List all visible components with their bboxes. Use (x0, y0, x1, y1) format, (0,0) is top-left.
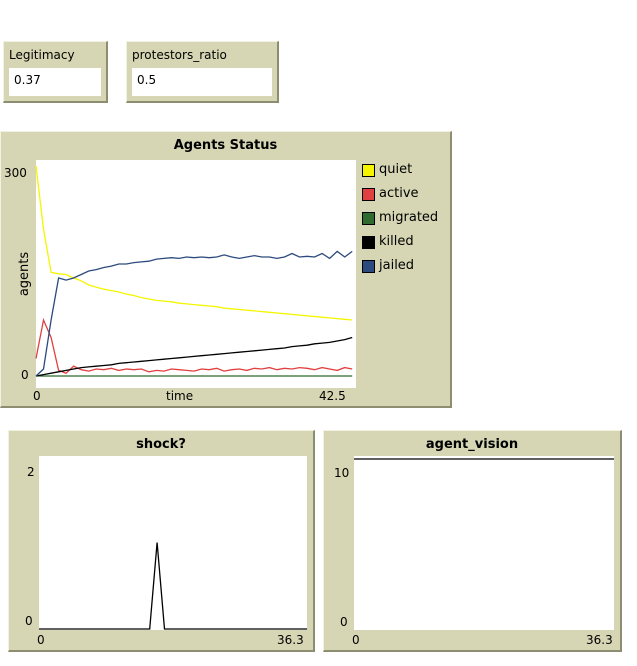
legend-label-killed: killed (379, 234, 414, 249)
agent-vision-y-min: 0 (340, 615, 348, 629)
agents-status-plot: Agents Status 300 0 0 42.5 time agents q… (0, 131, 452, 408)
agents-status-y-max: 300 (4, 166, 27, 180)
legend-label-jailed: jailed (379, 258, 415, 273)
shock-x-max: 36.3 (277, 633, 304, 647)
agents-status-x-max: 42.5 (319, 389, 346, 403)
shock-plot: shock? 2 0 0 36.3 (8, 430, 315, 652)
shock-y-min: 0 (25, 614, 33, 628)
agents-status-y-label: agents (17, 252, 32, 297)
agent-vision-y-max: 10 (334, 466, 349, 480)
agents-status-series-quiet (35, 165, 353, 321)
legend-swatch-active (362, 188, 375, 201)
agent-vision-title: agent_vision (425, 437, 519, 452)
shock-x-min: 0 (37, 633, 45, 647)
agents-status-canvas (36, 160, 356, 388)
protestors-ratio-label: protestors_ratio (132, 48, 227, 62)
legitimacy-monitor: Legitimacy 0.37 (3, 41, 108, 103)
legend-swatch-quiet (362, 164, 375, 177)
protestors-ratio-value: 0.5 (132, 68, 272, 96)
legend-label-migrated: migrated (379, 210, 439, 225)
shock-canvas (39, 456, 307, 630)
agents-status-series-active (35, 317, 353, 374)
agents-status-chart: 300 0 0 42.5 time agents (4, 160, 356, 403)
agents-status-series-killed (35, 336, 353, 377)
agent-vision-x-min: 0 (352, 633, 360, 647)
legend-swatch-migrated (362, 212, 375, 225)
legitimacy-label: Legitimacy (9, 48, 75, 62)
agent-vision-canvas (354, 456, 614, 630)
legend-swatch-jailed (362, 260, 375, 273)
agents-status-x-min: 0 (33, 389, 41, 403)
agents-status-series-jailed (35, 250, 353, 377)
legend-label-active: active (379, 186, 419, 201)
protestors-ratio-monitor: protestors_ratio 0.5 (126, 41, 279, 103)
agents-status-title: Agents Status (173, 138, 278, 153)
agent-vision-chart: 10 0 0 36.3 (334, 456, 614, 647)
agent-vision-x-max: 36.3 (586, 633, 613, 647)
shock-y-max: 2 (27, 465, 35, 479)
agents-status-x-label: time (166, 389, 193, 403)
shock-series-line-0 (39, 542, 307, 630)
legitimacy-value: 0.37 (9, 68, 101, 96)
agent-vision-plot: agent_vision 10 0 0 36.3 (323, 430, 622, 652)
legend-swatch-killed (362, 236, 375, 249)
agents-status-y-min: 0 (21, 368, 29, 382)
shock-title: shock? (136, 437, 186, 452)
legend-label-quiet: quiet (379, 162, 413, 177)
shock-chart: 2 0 0 36.3 (25, 456, 307, 647)
